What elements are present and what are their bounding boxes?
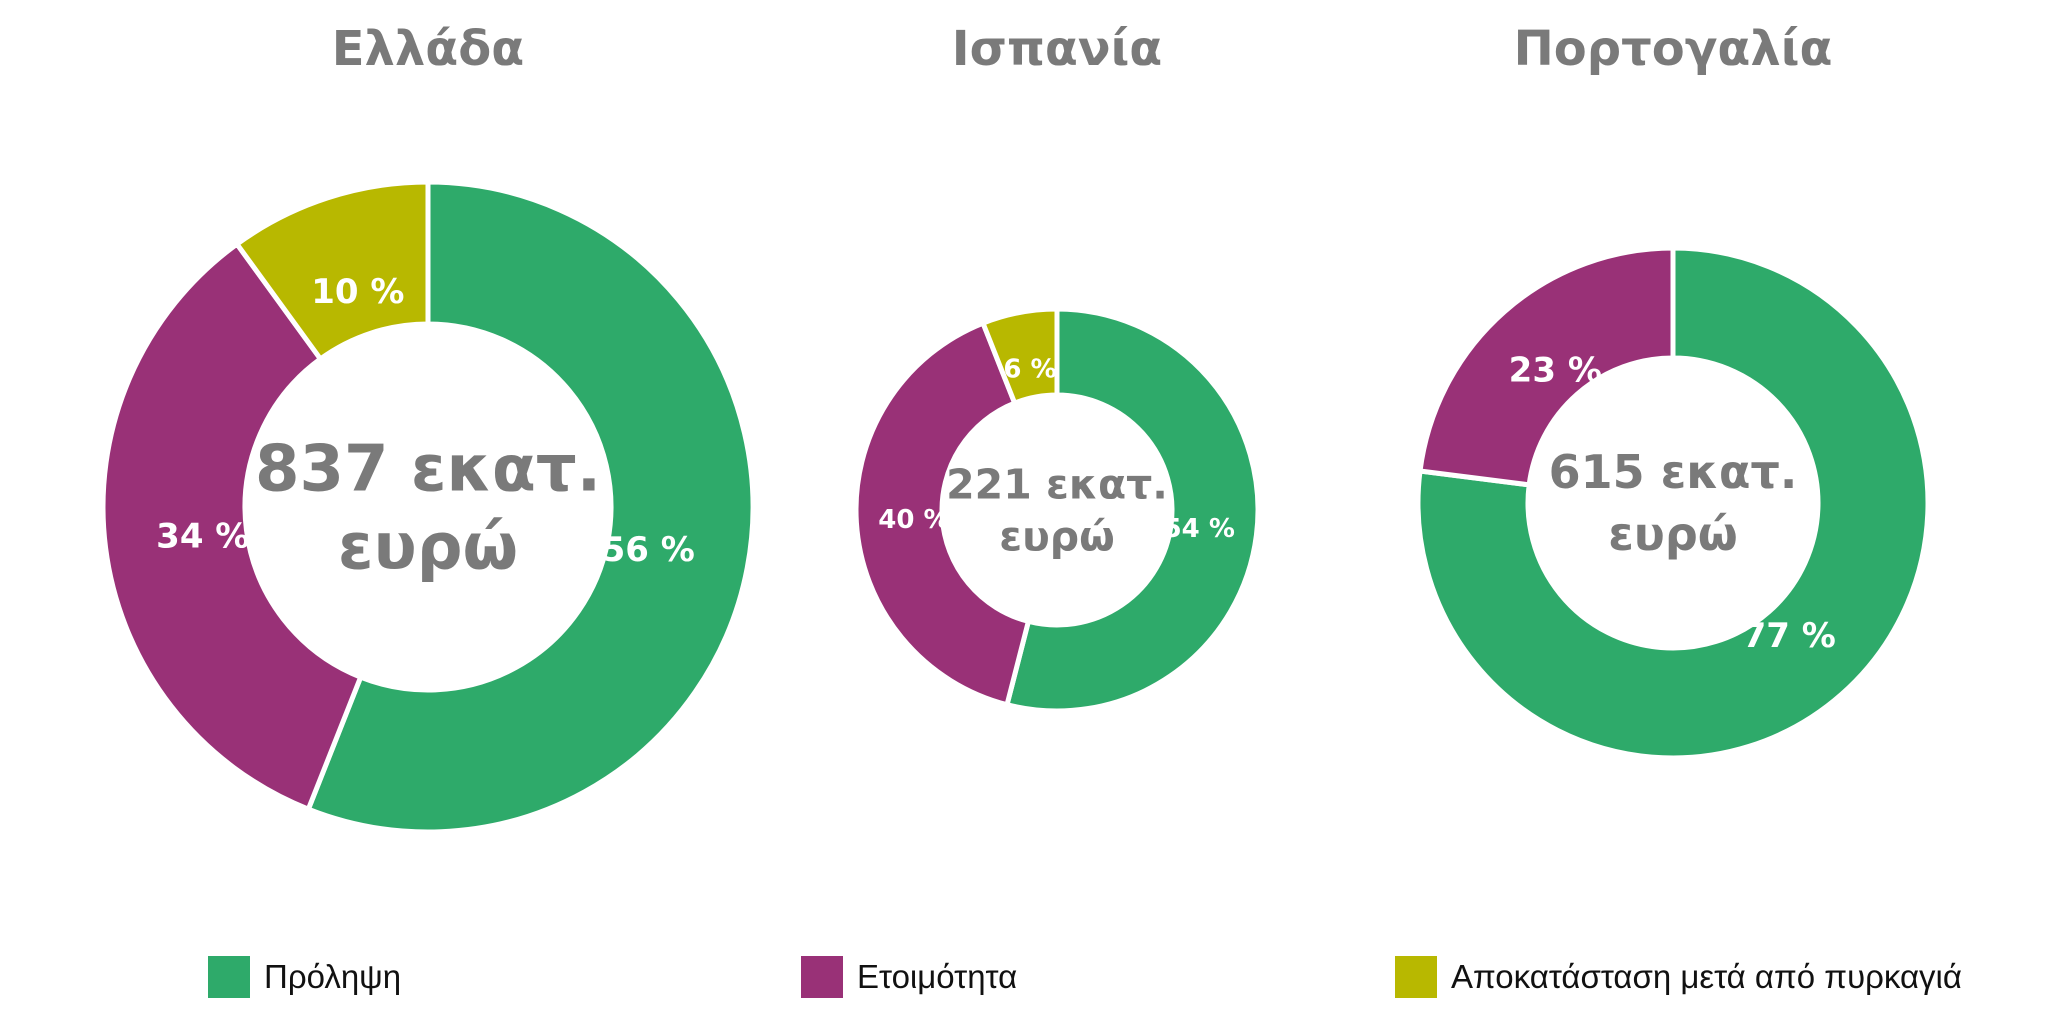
- legend-item-prevention: Πρόληψη: [208, 952, 401, 1002]
- center-total-line-2: ευρώ: [338, 510, 518, 584]
- donut-chart-2: Ισπανία 54 % 40 % 6 % 221 εκατ.ευρώ: [853, 21, 1261, 714]
- slice-label-prevention: 54 %: [1164, 514, 1235, 544]
- slice-label-recovery: 10 %: [311, 272, 404, 312]
- slice-label-recovery: 6 %: [1003, 354, 1056, 384]
- donut-slice-preparedness: [1417, 245, 1676, 488]
- donut-slice-preparedness: [853, 320, 1031, 708]
- legend-swatch-preparedness: [801, 956, 843, 998]
- donut-chart-3: Πορτογαλία 77 % 23 % 615 εκατ. ευρώ: [1415, 21, 1931, 761]
- center-total-line-1: 221 εκατ.: [946, 460, 1168, 508]
- chart-title: Ισπανία: [952, 21, 1163, 77]
- legend-label-preparedness: Ετοιμότητα: [857, 958, 1018, 995]
- chart-title: Ελλάδα: [332, 21, 524, 77]
- legend-swatch-prevention: [208, 956, 250, 998]
- center-total-line-2: ευρώ: [1608, 507, 1738, 561]
- slice-label-prevention: 56 %: [602, 530, 695, 570]
- donut-slice-recovery: [234, 179, 431, 362]
- legend: Πρόληψη Ετοιμότητα Αποκατάσταση μετά από…: [0, 952, 2048, 1002]
- donut-chart-1: Ελλάδα 56 % 34 % 10 % 837 εκατ.ευρώ: [100, 21, 756, 835]
- center-total-line-1: 837 εκατ.: [255, 432, 601, 506]
- donut-slice-prevention: [1415, 245, 1931, 761]
- donut-slice-preparedness: [100, 241, 364, 812]
- slice-label-prevention: 77 %: [1743, 616, 1836, 656]
- donut-slice-prevention: [305, 179, 756, 835]
- legend-item-preparedness: Ετοιμότητα: [801, 952, 1017, 1002]
- donut-slice-recovery: [980, 306, 1060, 406]
- legend-item-recovery: Αποκατάσταση μετά από πυρκαγιά: [1395, 952, 1962, 1002]
- slice-label-preparedness: 40 %: [878, 505, 949, 535]
- legend-label-recovery: Αποκατάσταση μετά από πυρκαγιά: [1451, 958, 1962, 995]
- slice-label-preparedness: 34 %: [156, 516, 249, 556]
- slice-label-preparedness: 23 %: [1509, 350, 1602, 390]
- legend-label-prevention: Πρόληψη: [264, 958, 402, 995]
- legend-swatch-recovery: [1395, 956, 1437, 998]
- center-total-line-1: 615 εκατ.: [1549, 445, 1798, 499]
- donut-slice-prevention: [1004, 306, 1261, 714]
- chart-title: Πορτογαλία: [1514, 21, 1833, 77]
- center-total-line-2: ευρώ: [999, 512, 1115, 560]
